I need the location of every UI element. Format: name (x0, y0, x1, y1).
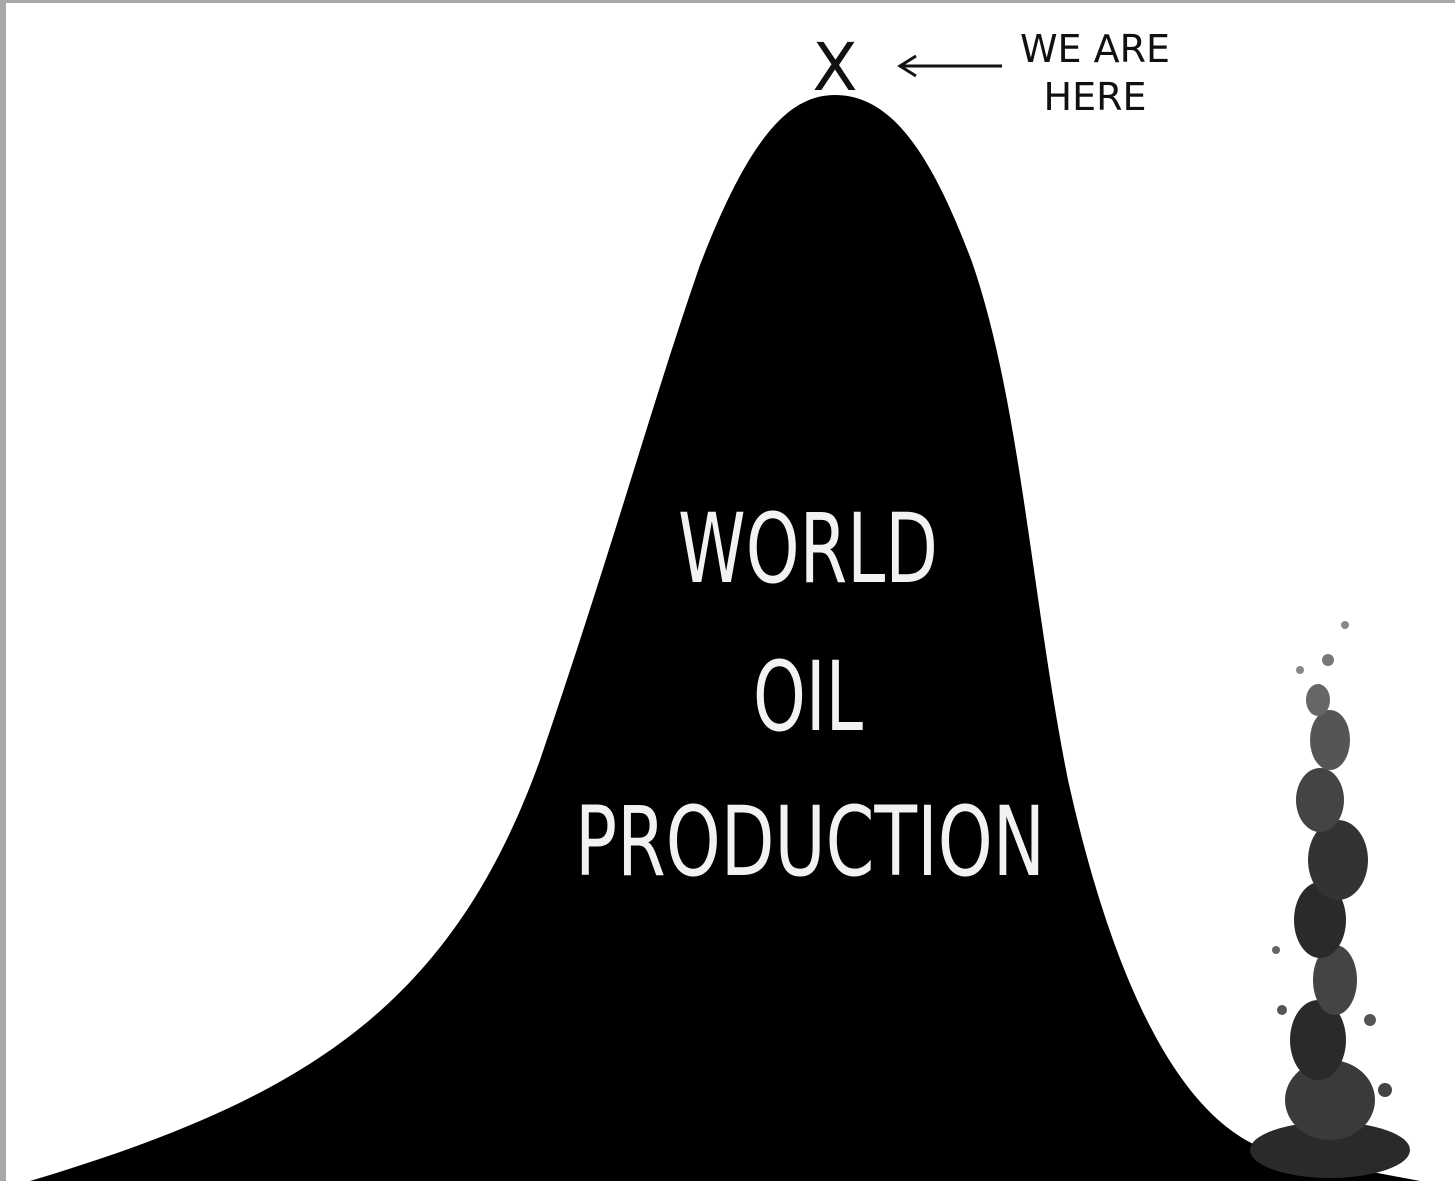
peak-marker: X (812, 29, 857, 106)
annotation-arrow (897, 54, 1002, 78)
curve-label: OIL (753, 641, 863, 753)
top-border (0, 0, 1455, 3)
annotation-text: WE ARE (1020, 27, 1170, 71)
left-border (0, 0, 6, 1181)
production-curve (30, 95, 1420, 1181)
annotation-text: HERE (1044, 75, 1147, 119)
curve-label: PRODUCTION (575, 786, 1045, 898)
curve-label: WORLD (678, 493, 938, 605)
smoke-plume (1250, 621, 1410, 1178)
